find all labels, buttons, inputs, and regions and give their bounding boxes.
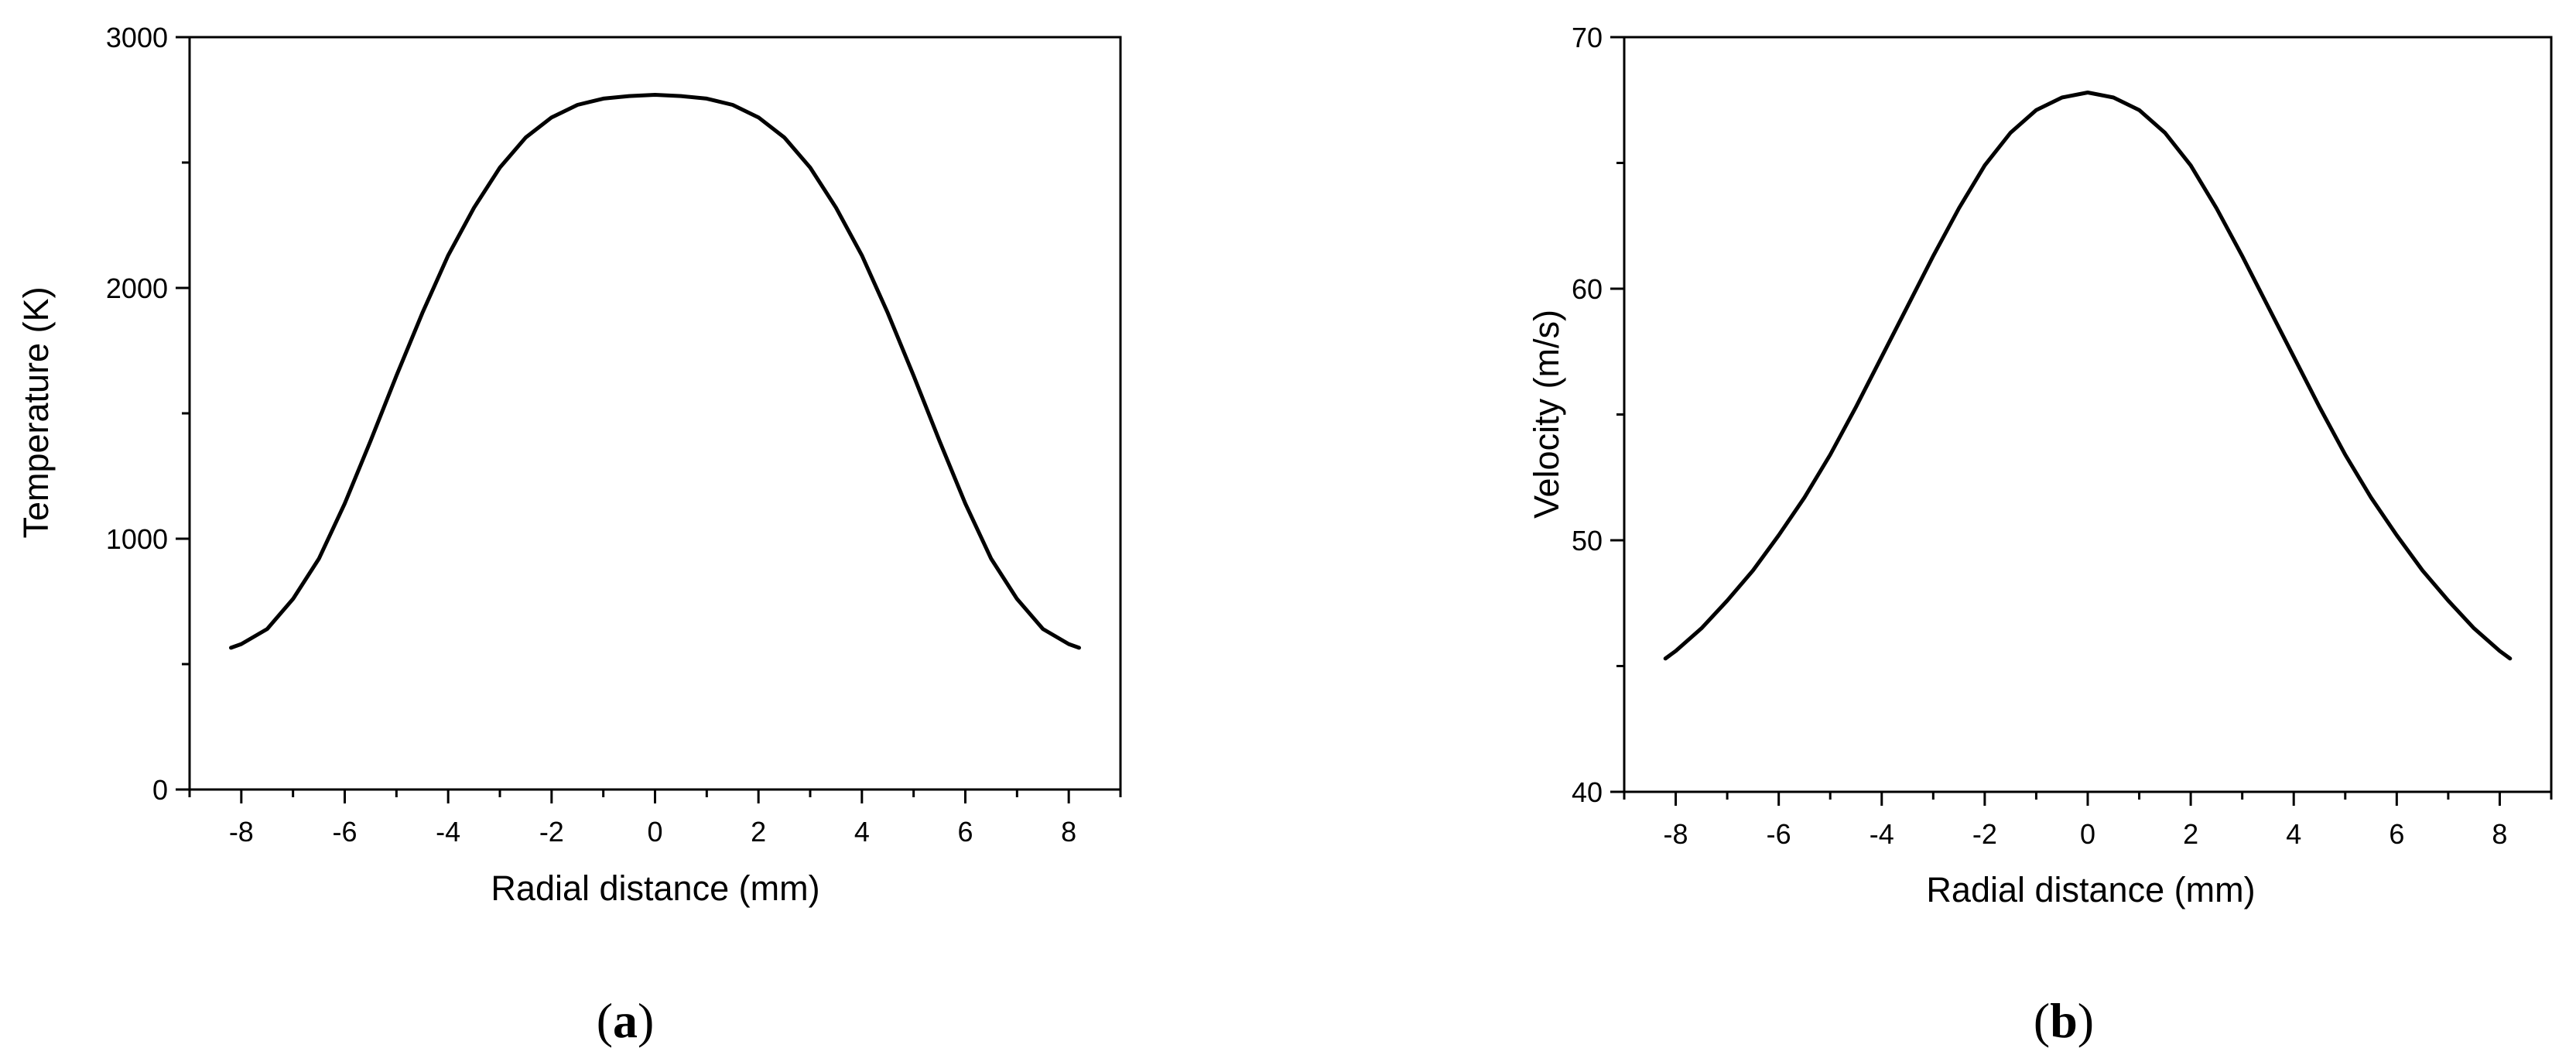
x-axis-title: Radial distance (mm) [1926, 870, 2255, 909]
series-line [229, 93, 1081, 650]
plot-area-border [188, 36, 1122, 791]
x-tick-label: -8 [229, 816, 254, 848]
x-tick-label: 4 [854, 816, 870, 848]
x-tick-label: 6 [2389, 818, 2404, 850]
x-tick-label: 8 [2492, 818, 2507, 850]
x-axis-title: Radial distance (mm) [491, 868, 819, 908]
x-tick-label: -2 [1972, 818, 1997, 850]
y-tick-label: 70 [1572, 22, 1603, 53]
y-axis-ticks: 40 50 60 70 [1572, 22, 1624, 808]
y-tick-label: 2000 [106, 272, 168, 304]
x-tick-label: 8 [1061, 816, 1076, 848]
x-axis-ticks: -8 -6 -4 -2 0 2 4 6 8 [188, 790, 1122, 848]
plot-frame [1623, 36, 2553, 793]
series-layer [1663, 91, 2513, 661]
chart-panel-a: -8 -6 -4 -2 0 2 4 6 8 0 1000 2000 3000 Radial dista… [16, 22, 1122, 1048]
y-axis-title: Temperature (K) [16, 286, 56, 538]
plot-area-border [1623, 36, 2553, 793]
y-tick-label: 60 [1572, 273, 1603, 305]
x-tick-label: 4 [2286, 818, 2301, 850]
x-tick-label: 0 [647, 816, 662, 848]
panel-label: (a) [597, 993, 655, 1048]
x-tick-label: -6 [1767, 818, 1791, 850]
x-tick-label: -4 [1870, 818, 1894, 850]
y-axis-ticks: 0 1000 2000 3000 [106, 22, 190, 806]
x-tick-label: 0 [2080, 818, 2095, 850]
chart-panel-b: -8 -6 -4 -2 0 2 4 6 8 40 50 60 70 Radial distance (… [1527, 22, 2553, 1048]
x-tick-label: 2 [751, 816, 766, 848]
x-tick-label: -8 [1664, 818, 1688, 850]
y-axis-title: Velocity (m/s) [1527, 310, 1566, 519]
series-layer [229, 93, 1081, 650]
series-line [1663, 91, 2513, 661]
x-tick-label: -6 [332, 816, 357, 848]
x-axis-ticks: -8 -6 -4 -2 0 2 4 6 8 [1623, 792, 2553, 850]
x-tick-label: 6 [957, 816, 973, 848]
x-tick-label: -4 [436, 816, 460, 848]
y-tick-label: 1000 [106, 523, 168, 555]
y-tick-label: 0 [152, 774, 168, 806]
y-tick-label: 50 [1572, 525, 1603, 557]
plot-frame [188, 36, 1122, 791]
y-tick-label: 3000 [106, 22, 168, 53]
x-tick-label: 2 [2183, 818, 2198, 850]
panel-label-letter: a [613, 993, 638, 1048]
panel-label-letter: b [2050, 993, 2078, 1048]
panel-label: (b) [2034, 993, 2094, 1048]
y-tick-label: 40 [1572, 776, 1603, 808]
x-tick-label: -2 [539, 816, 564, 848]
